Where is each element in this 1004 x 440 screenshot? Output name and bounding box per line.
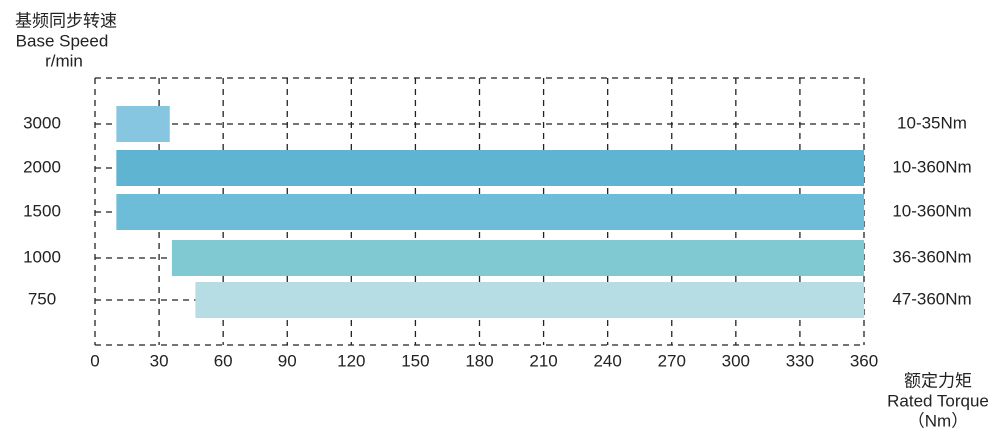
x-tick-label: 90 — [278, 351, 297, 370]
value-label: 36-360Nm — [892, 247, 971, 266]
y-axis-title: Base Speed — [16, 31, 109, 50]
x-tick-label: 0 — [90, 351, 99, 370]
x-tick-label: 270 — [658, 351, 686, 370]
x-tick-label: 210 — [529, 351, 557, 370]
x-tick-label: 300 — [722, 351, 750, 370]
bar — [116, 106, 170, 142]
bar — [116, 150, 865, 186]
x-tick-label: 240 — [593, 351, 621, 370]
y-axis-title: 基频同步转速 — [15, 11, 117, 30]
x-tick-label: 180 — [465, 351, 493, 370]
x-tick-label: 360 — [850, 351, 878, 370]
x-axis-title: Rated Torque — [887, 391, 989, 410]
bar — [195, 282, 864, 318]
x-tick-label: 150 — [401, 351, 429, 370]
x-tick-label: 30 — [150, 351, 169, 370]
y-tick-label: 1500 — [23, 201, 61, 220]
y-tick-label: 3000 — [23, 113, 61, 132]
value-label: 10-360Nm — [892, 157, 971, 176]
y-tick-label: 750 — [28, 289, 56, 308]
value-label: 10-360Nm — [892, 201, 971, 220]
y-tick-label: 1000 — [23, 247, 61, 266]
x-tick-label: 60 — [214, 351, 233, 370]
x-tick-label: 330 — [786, 351, 814, 370]
value-label: 47-360Nm — [892, 289, 971, 308]
bar — [116, 194, 865, 230]
x-axis-title: （Nm） — [908, 411, 968, 430]
value-label: 10-35Nm — [897, 113, 967, 132]
y-tick-label: 2000 — [23, 157, 61, 176]
bar — [171, 240, 864, 276]
x-axis-title: 额定力矩 — [904, 371, 972, 390]
y-axis-title: r/min — [45, 51, 83, 70]
x-tick-label: 120 — [337, 351, 365, 370]
